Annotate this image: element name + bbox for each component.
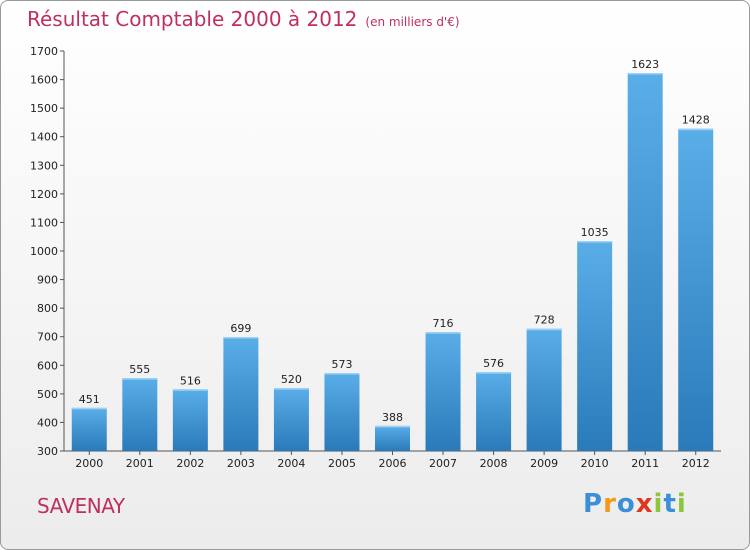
value-label-2003: 699 bbox=[230, 322, 251, 335]
bar-2012 bbox=[678, 128, 714, 451]
logo-letter: i bbox=[653, 489, 664, 519]
value-label-2009: 728 bbox=[534, 314, 555, 327]
bar-highlight bbox=[476, 372, 512, 374]
chart-title: Résultat Comptable 2000 à 2012 (en millie… bbox=[27, 7, 460, 31]
y-tick-label: 900 bbox=[37, 274, 58, 287]
value-label-2001: 555 bbox=[129, 363, 150, 376]
bar-2001 bbox=[122, 378, 158, 451]
bar-2011 bbox=[627, 73, 663, 451]
y-tick-label: 600 bbox=[37, 359, 58, 372]
x-tick-label-2012: 2012 bbox=[682, 457, 710, 470]
value-label-2010: 1035 bbox=[581, 226, 609, 239]
y-tick-label: 300 bbox=[37, 445, 58, 458]
value-label-2000: 451 bbox=[79, 393, 100, 406]
y-tick-label: 1400 bbox=[30, 131, 58, 144]
logo-letter: P bbox=[583, 489, 604, 519]
x-tick-label-2006: 2006 bbox=[379, 457, 407, 470]
y-tick-label: 400 bbox=[37, 416, 58, 429]
bars: 451 555 516 699 520 573 388 716 576 728 1035 1623 14… bbox=[71, 58, 714, 451]
bar-2006 bbox=[375, 425, 410, 451]
y-tick-label: 500 bbox=[37, 388, 58, 401]
y-tick-label: 1700 bbox=[30, 45, 58, 58]
logo-letter: x bbox=[635, 489, 654, 519]
bar-2009 bbox=[526, 328, 562, 451]
bar-highlight bbox=[678, 128, 714, 131]
logo-letter: t bbox=[663, 489, 677, 519]
bar-highlight bbox=[526, 328, 562, 331]
bar-2010 bbox=[577, 241, 613, 451]
y-tick-label: 1500 bbox=[30, 102, 58, 115]
x-tick-label-2005: 2005 bbox=[328, 457, 356, 470]
bar-highlight bbox=[223, 337, 259, 339]
x-tick-label-2010: 2010 bbox=[581, 457, 609, 470]
bar-highlight bbox=[577, 241, 613, 243]
bar-2002 bbox=[172, 389, 208, 451]
bar-highlight bbox=[627, 73, 663, 75]
bar-2007 bbox=[425, 332, 461, 451]
x-tick-label-2001: 2001 bbox=[126, 457, 154, 470]
x-tick-label-2008: 2008 bbox=[480, 457, 508, 470]
bar-highlight bbox=[425, 332, 461, 334]
value-label-2008: 576 bbox=[483, 357, 504, 370]
value-label-2006: 388 bbox=[382, 411, 403, 424]
bar-highlight bbox=[172, 389, 208, 391]
bar-highlight bbox=[375, 425, 410, 428]
value-label-2007: 716 bbox=[433, 317, 454, 330]
bar-highlight bbox=[273, 388, 309, 390]
x-tick-label-2009: 2009 bbox=[530, 457, 558, 470]
x-tick-label-2003: 2003 bbox=[227, 457, 255, 470]
logo-letter: o bbox=[616, 489, 636, 519]
logo-letter: r bbox=[603, 489, 617, 519]
y-tick-label: 1200 bbox=[30, 188, 58, 201]
y-tick-label: 700 bbox=[37, 331, 58, 344]
value-label-2004: 520 bbox=[281, 373, 302, 386]
town-name: SAVENAY bbox=[37, 494, 125, 518]
bar-highlight bbox=[324, 373, 360, 375]
bar-2004 bbox=[273, 388, 309, 451]
bar-2003 bbox=[223, 337, 259, 451]
value-label-2002: 516 bbox=[180, 374, 201, 387]
logo-letter: i bbox=[676, 489, 687, 519]
y-tick-label: 1600 bbox=[30, 74, 58, 87]
proxiti-logo: Proxiti bbox=[583, 489, 687, 519]
y-tick-label: 1300 bbox=[30, 159, 58, 172]
bar-highlight bbox=[122, 378, 158, 380]
chart-subtitle: (en milliers d'€) bbox=[365, 15, 460, 29]
y-tick-label: 800 bbox=[37, 302, 58, 315]
x-tick-label-2007: 2007 bbox=[429, 457, 457, 470]
bar-2008 bbox=[476, 372, 512, 451]
chart-title-text: Résultat Comptable 2000 à 2012 bbox=[27, 7, 358, 31]
y-tick-label: 1000 bbox=[30, 245, 58, 258]
axes: 300 400 500 600 700 800 900 1000 1100 1200 1300 140… bbox=[30, 45, 721, 470]
x-tick-label-2002: 2002 bbox=[176, 457, 204, 470]
y-tick-label: 1100 bbox=[30, 216, 58, 229]
value-label-2011: 1623 bbox=[631, 58, 659, 71]
value-label-2012: 1428 bbox=[682, 114, 710, 127]
x-tick-label-2004: 2004 bbox=[277, 457, 305, 470]
bar-2005 bbox=[324, 373, 360, 451]
bar-highlight bbox=[71, 407, 107, 410]
bar-2000 bbox=[71, 407, 107, 451]
x-tick-label-2000: 2000 bbox=[75, 457, 103, 470]
x-tick-label-2011: 2011 bbox=[631, 457, 659, 470]
value-label-2005: 573 bbox=[331, 358, 352, 371]
